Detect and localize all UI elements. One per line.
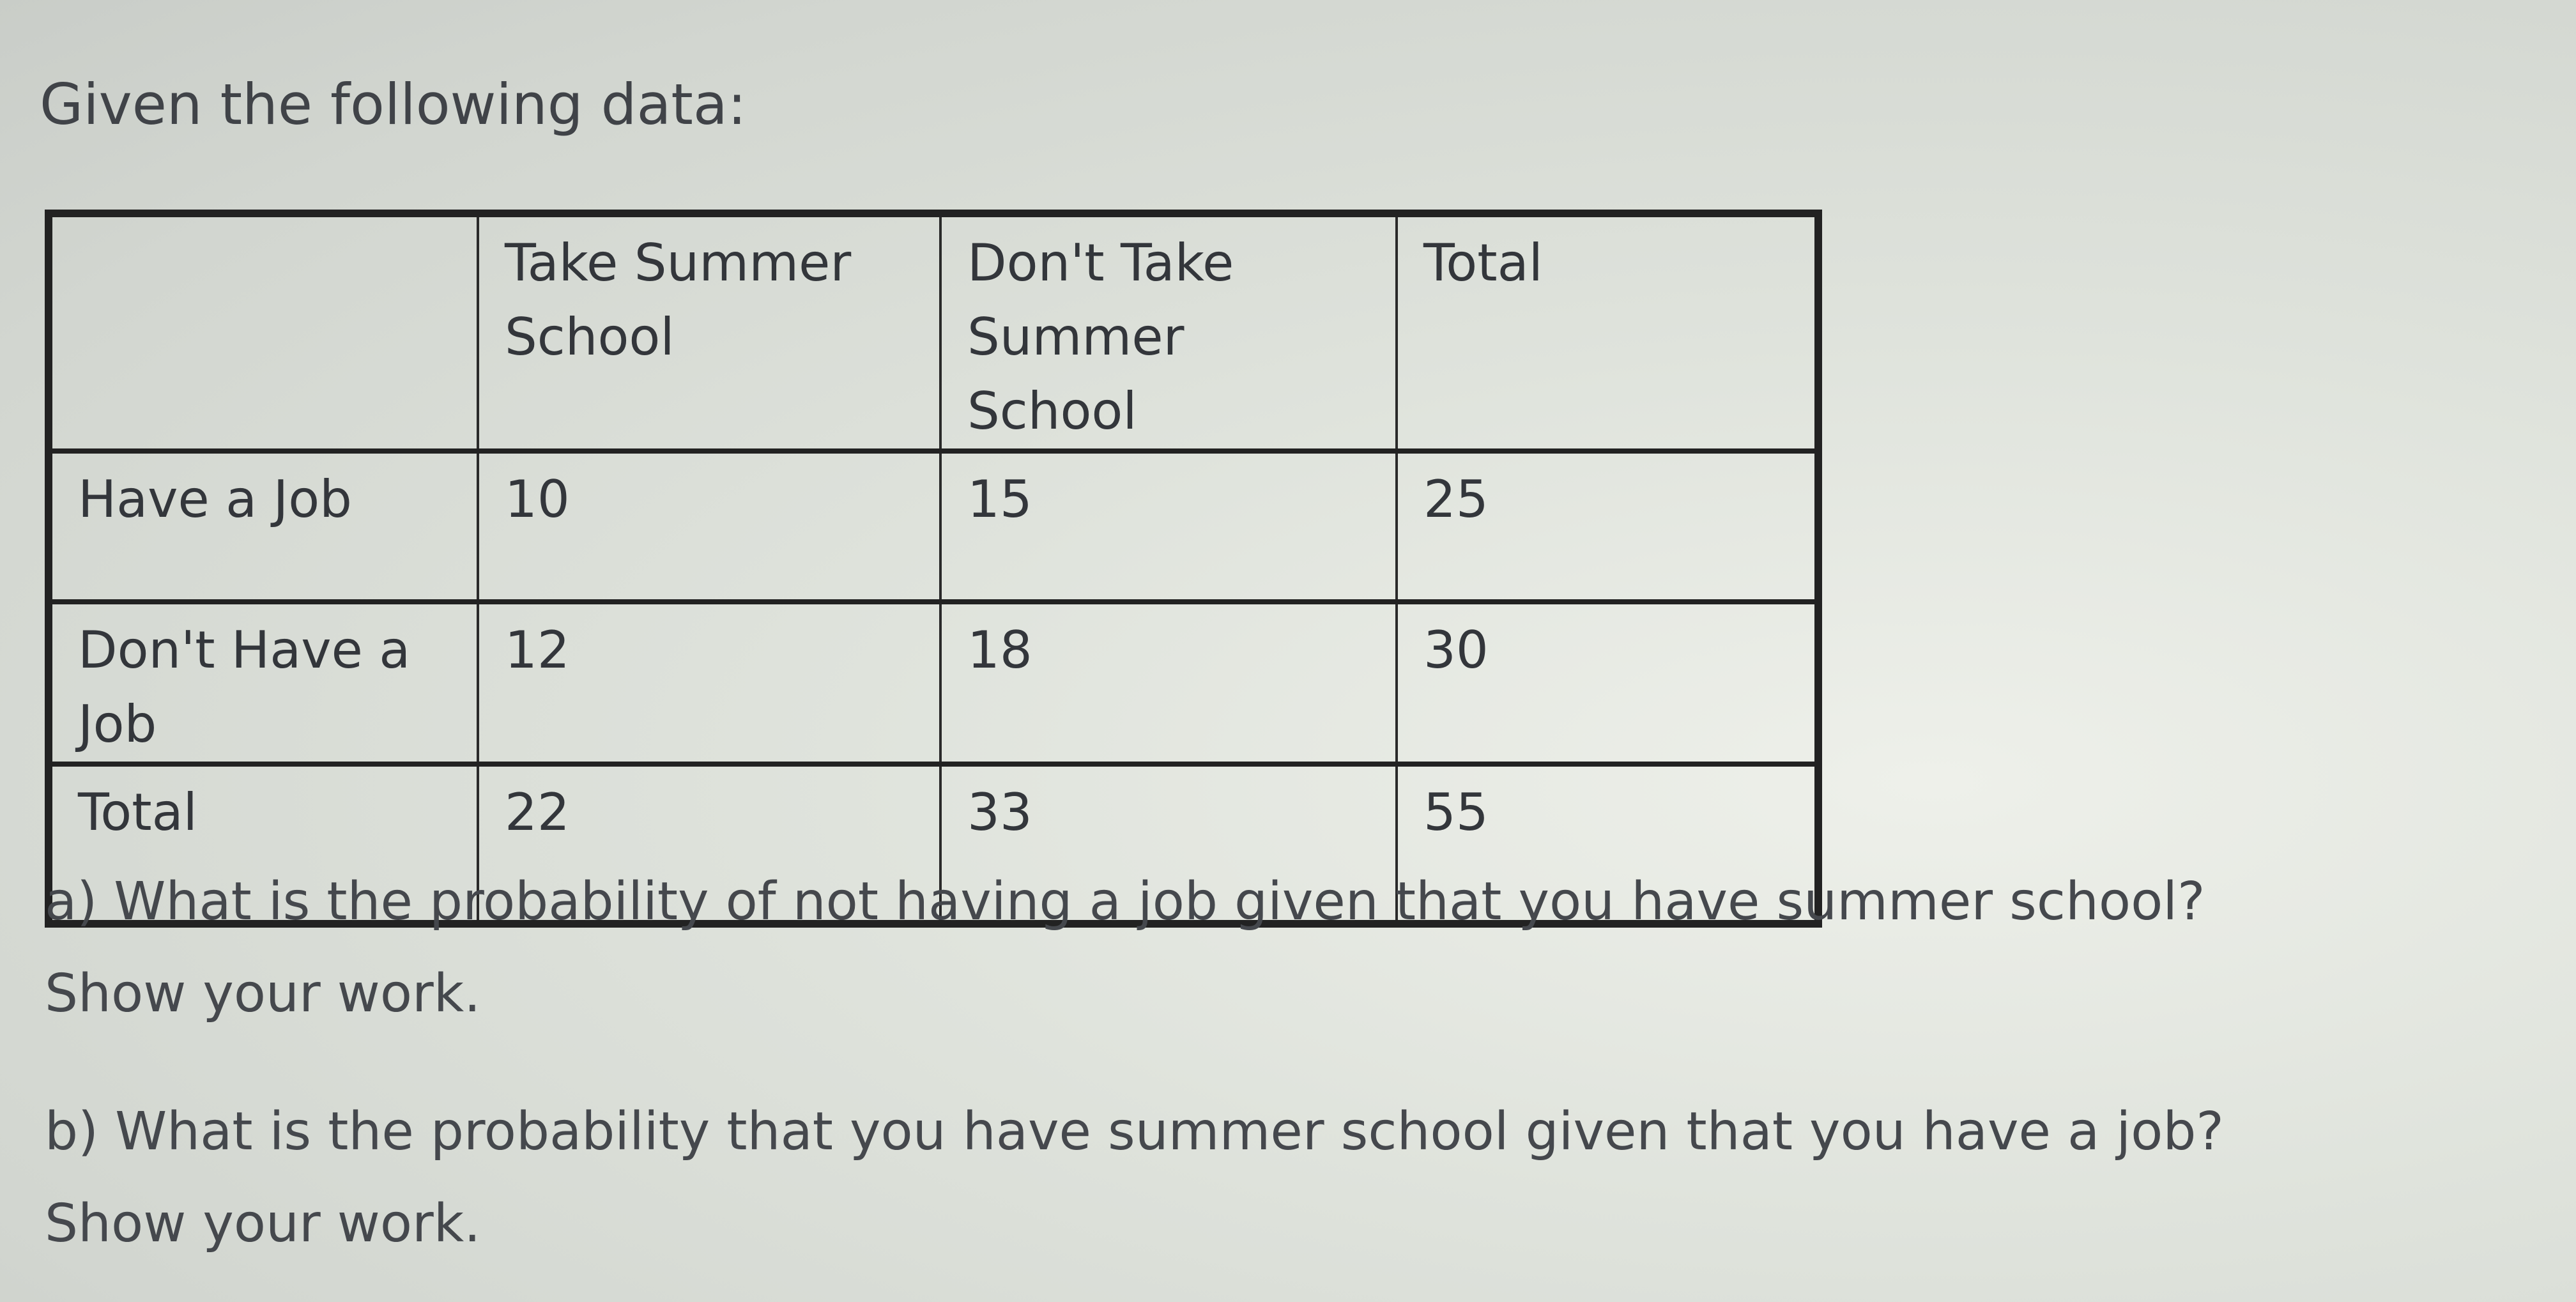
header-cell: Don't Take Summer School bbox=[939, 211, 1398, 454]
table-cell: 33 bbox=[939, 762, 1398, 926]
row-label: Don't Have a Job bbox=[47, 599, 479, 767]
question-b-text: b) What is the probability that you have… bbox=[45, 1101, 2224, 1162]
table-cell: 18 bbox=[939, 599, 1398, 767]
table-row: Don't Have a Job 12 18 30 bbox=[47, 599, 1820, 767]
table-header-row: Take Summer School Don't Take Summer Sch… bbox=[47, 211, 1820, 454]
row-label: Have a Job bbox=[47, 448, 479, 604]
table-row: Have a Job 10 15 25 bbox=[47, 448, 1820, 604]
table-cell: 22 bbox=[477, 762, 942, 926]
table-cell: 30 bbox=[1395, 599, 1820, 767]
question-a-text: a) What is the probability of not having… bbox=[45, 871, 2205, 932]
header-cell: Take Summer School bbox=[477, 211, 942, 454]
contingency-table: Take Summer School Don't Take Summer Sch… bbox=[45, 210, 1822, 928]
row-label: Total bbox=[47, 762, 479, 926]
question-b: b) What is the probability that you have… bbox=[45, 1086, 2224, 1270]
question-b-instruction: Show your work. bbox=[45, 1193, 481, 1254]
table-cell: 25 bbox=[1395, 448, 1820, 604]
intro-heading: Given the following data: bbox=[40, 72, 747, 137]
table-cell: 55 bbox=[1395, 762, 1820, 926]
table-cell: 15 bbox=[939, 448, 1398, 604]
table-cell: 10 bbox=[477, 448, 942, 604]
header-cell: Total bbox=[1395, 211, 1820, 454]
table-row: Total 22 33 55 bbox=[47, 762, 1820, 926]
question-a-instruction: Show your work. bbox=[45, 963, 481, 1024]
question-a: a) What is the probability of not having… bbox=[45, 856, 2205, 1040]
table-cell: 12 bbox=[477, 599, 942, 767]
header-cell bbox=[47, 211, 479, 454]
